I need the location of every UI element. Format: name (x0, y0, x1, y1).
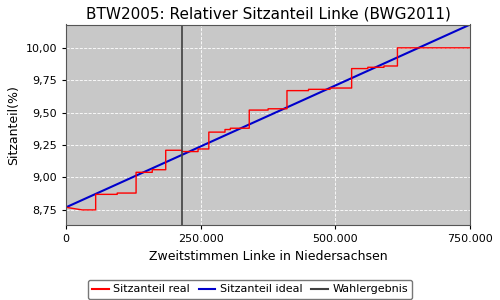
X-axis label: Zweitstimmen Linke in Niedersachsen: Zweitstimmen Linke in Niedersachsen (149, 250, 388, 263)
Y-axis label: Sitzanteil(%): Sitzanteil(%) (7, 85, 20, 165)
Legend: Sitzanteil real, Sitzanteil ideal, Wahlergebnis: Sitzanteil real, Sitzanteil ideal, Wahle… (88, 280, 412, 299)
Title: BTW2005: Relativer Sitzanteil Linke (BWG2011): BTW2005: Relativer Sitzanteil Linke (BWG… (86, 7, 450, 22)
